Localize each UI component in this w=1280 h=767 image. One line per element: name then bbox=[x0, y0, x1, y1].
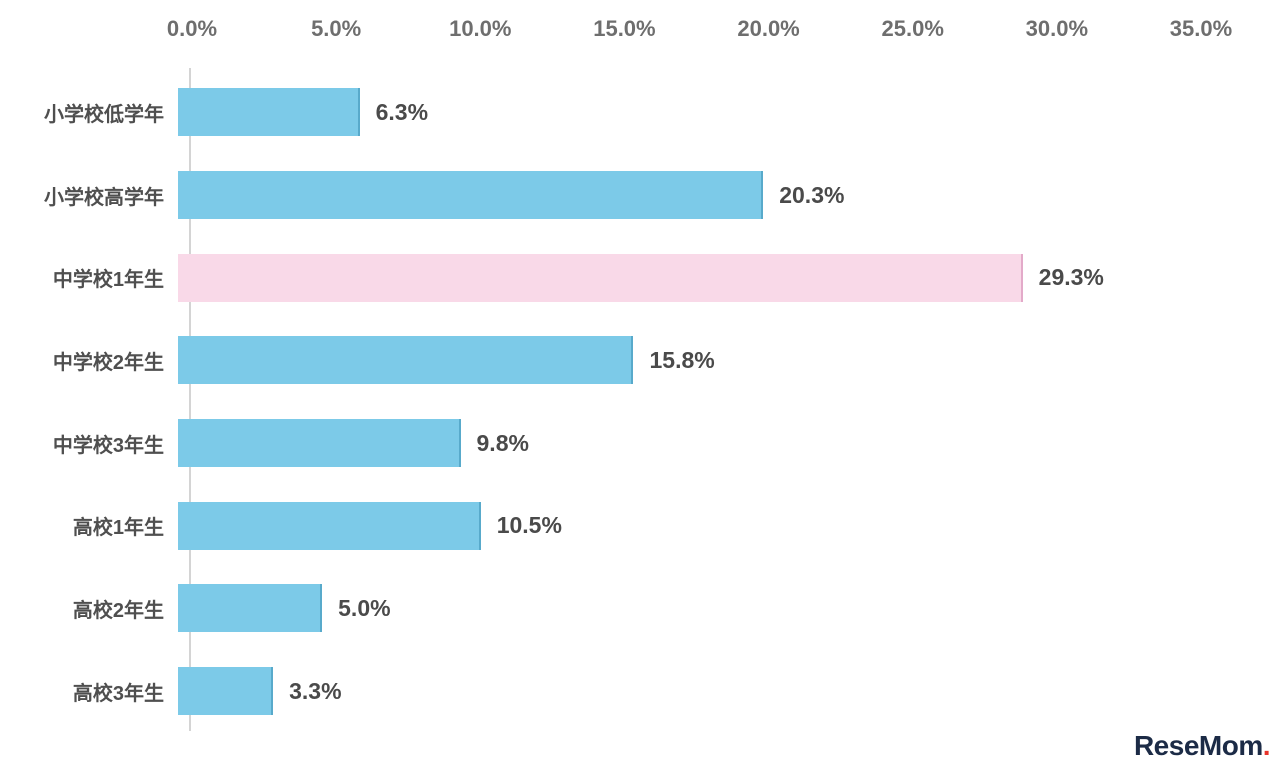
category-label: 小学校低学年 bbox=[44, 103, 164, 126]
y-axis-line bbox=[189, 68, 191, 731]
bar-track: 20.3% bbox=[178, 171, 1187, 220]
x-axis-top: 0.0% 5.0% 10.0% 15.0% 20.0% 25.0% 30.0% 35.0% bbox=[167, 16, 1232, 48]
bar-track: 9.8% bbox=[178, 419, 1187, 468]
bar-chart: 小学校低学年 6.3% 小学校高学年 20.3% 中学校1年生 29.3% 中学校2年生 15… bbox=[0, 71, 1280, 733]
bar-track: 10.5% bbox=[178, 501, 1187, 550]
resemom-logo: ReseMom. bbox=[1133, 730, 1271, 762]
bar-row: 高校2年生 5.0% bbox=[0, 567, 1280, 650]
bar bbox=[178, 419, 461, 468]
bar bbox=[178, 584, 323, 633]
bar-row: 高校3年生 3.3% bbox=[0, 650, 1280, 733]
bar-row: 中学校2年生 15.8% bbox=[0, 319, 1280, 402]
bar-row: 小学校低学年 6.3% bbox=[0, 71, 1280, 154]
bar-row: 小学校高学年 20.3% bbox=[0, 154, 1280, 237]
bar-row: 中学校3年生 9.8% bbox=[0, 402, 1280, 485]
category-label: 中学校1年生 bbox=[52, 269, 164, 292]
value-label: 6.3% bbox=[375, 98, 429, 125]
bar bbox=[178, 171, 764, 220]
bar-track: 3.3% bbox=[178, 667, 1187, 716]
category-label: 高校1年生 bbox=[72, 517, 164, 540]
value-label: 10.5% bbox=[496, 512, 562, 539]
resemom-logo-dot: . bbox=[1262, 730, 1271, 761]
value-label: 9.8% bbox=[476, 429, 529, 456]
value-label: 29.3% bbox=[1038, 264, 1104, 291]
bar-track: 15.8% bbox=[178, 336, 1187, 385]
x-tick-label: 5.0% bbox=[311, 16, 362, 41]
x-tick-label: 15.0% bbox=[593, 16, 656, 41]
x-tick-label: 25.0% bbox=[881, 16, 944, 41]
bar-highlighted bbox=[178, 253, 1023, 302]
bar-track: 5.0% bbox=[178, 584, 1187, 633]
bar bbox=[178, 336, 634, 385]
bar-track: 6.3% bbox=[178, 88, 1187, 137]
bar-row: 中学校1年生 29.3% bbox=[0, 236, 1280, 319]
value-label: 20.3% bbox=[779, 181, 845, 208]
x-tick-label: 35.0% bbox=[1169, 16, 1233, 41]
bar bbox=[178, 88, 360, 137]
category-label: 中学校2年生 bbox=[52, 351, 164, 374]
value-label: 15.8% bbox=[649, 346, 715, 373]
category-label: 小学校高学年 bbox=[44, 186, 164, 209]
value-label: 5.0% bbox=[338, 594, 391, 621]
bar bbox=[178, 501, 481, 550]
x-tick-label: 10.0% bbox=[449, 16, 512, 41]
x-tick-label: 20.0% bbox=[737, 16, 800, 41]
category-label: 高校2年生 bbox=[72, 599, 164, 622]
x-tick-label: 30.0% bbox=[1025, 16, 1089, 41]
category-label: 中学校3年生 bbox=[52, 434, 164, 457]
resemom-logo-text: ReseMom bbox=[1133, 730, 1263, 761]
bar bbox=[178, 667, 274, 716]
bar-row: 高校1年生 10.5% bbox=[0, 484, 1280, 567]
category-label: 高校3年生 bbox=[72, 682, 164, 705]
bar-track: 29.3% bbox=[178, 253, 1187, 302]
x-tick-label: 0.0% bbox=[166, 16, 218, 41]
value-label: 3.3% bbox=[289, 677, 342, 704]
